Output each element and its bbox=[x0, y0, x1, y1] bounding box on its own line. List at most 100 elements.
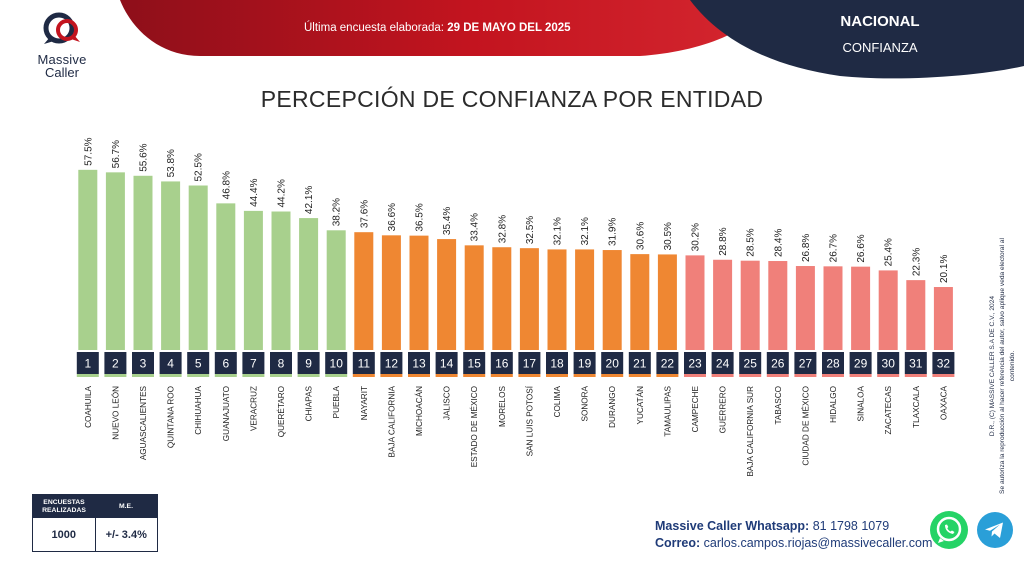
value-label: 53.8% bbox=[166, 149, 177, 177]
rank-color-strip bbox=[104, 374, 127, 377]
value-label: 36.5% bbox=[415, 203, 426, 231]
rank-badge bbox=[463, 352, 486, 374]
rank-badge bbox=[352, 352, 375, 374]
whatsapp-icon[interactable] bbox=[929, 510, 969, 550]
rank-color-strip bbox=[822, 374, 844, 377]
rank-badge bbox=[794, 352, 817, 374]
rank-color-strip bbox=[932, 374, 955, 377]
rank-color-strip bbox=[904, 374, 927, 377]
category-label: PUEBLA bbox=[332, 385, 341, 418]
category-label: TAMAULIPAS bbox=[663, 385, 672, 436]
email-contact: Correo: carlos.campos.riojas@massivecall… bbox=[655, 536, 932, 550]
value-label: 35.4% bbox=[442, 207, 453, 235]
bar bbox=[657, 254, 677, 350]
value-label: 26.7% bbox=[829, 234, 840, 262]
rank-color-strip bbox=[325, 374, 348, 377]
rank-color-strip bbox=[877, 374, 900, 377]
bar bbox=[547, 249, 567, 350]
stats-value-row: 1000 +/- 3.4% bbox=[33, 518, 157, 551]
value-label: 37.6% bbox=[359, 200, 370, 228]
rank-color-strip bbox=[435, 374, 458, 377]
rank-badge bbox=[325, 352, 348, 374]
value-label: 30.2% bbox=[691, 223, 702, 251]
telegram-icon[interactable] bbox=[976, 511, 1014, 549]
rank-label: 27 bbox=[799, 357, 813, 371]
value-label: 44.2% bbox=[277, 179, 288, 207]
red-banner-shape bbox=[120, 0, 760, 56]
rank-badge bbox=[490, 352, 513, 374]
rank-badge bbox=[187, 352, 210, 374]
rank-color-strip bbox=[380, 374, 403, 377]
category-label: BAJA CALIFORNIA SUR bbox=[746, 386, 755, 477]
bar bbox=[492, 247, 512, 350]
margin-value: +/- 3.4% bbox=[105, 528, 147, 541]
rank-color-strip bbox=[490, 374, 513, 377]
rank-color-strip bbox=[242, 374, 265, 377]
category-label: GUERRERO bbox=[719, 386, 728, 433]
bar bbox=[713, 259, 733, 350]
value-label: 44.4% bbox=[249, 178, 260, 206]
rank-color-strip bbox=[711, 374, 734, 377]
topic-label: CONFIANZA bbox=[842, 40, 918, 55]
email-address: carlos.campos.riojas@massivecaller.com bbox=[700, 536, 933, 550]
rank-label: 4 bbox=[167, 357, 174, 371]
rank-label: 3 bbox=[140, 357, 147, 371]
bar bbox=[216, 203, 236, 350]
bar-chart: 57.5% 1 COAHUILA 56.7% 2 NUEVO LEÓN 55.6% 3 AGUA… bbox=[76, 137, 955, 477]
rank-color-strip bbox=[739, 374, 762, 377]
bar bbox=[299, 218, 319, 350]
rank-label: 6 bbox=[222, 357, 229, 371]
rank-label: 21 bbox=[633, 357, 647, 371]
bar bbox=[381, 235, 401, 350]
bar bbox=[133, 175, 153, 350]
value-label: 32.1% bbox=[580, 217, 591, 245]
surveys-header: ENCUESTAS REALIZADAS bbox=[42, 498, 86, 514]
bar bbox=[575, 249, 595, 350]
rank-badge bbox=[297, 352, 320, 374]
bar bbox=[602, 250, 622, 350]
rank-label: 24 bbox=[716, 357, 730, 371]
bar bbox=[437, 239, 457, 350]
value-label: 28.8% bbox=[718, 227, 729, 255]
rank-color-strip bbox=[159, 374, 182, 377]
rank-badge bbox=[104, 352, 127, 374]
value-label: 32.5% bbox=[525, 216, 536, 244]
rank-color-strip bbox=[766, 374, 789, 377]
rank-badge bbox=[601, 352, 624, 374]
brand-name-line1: Massive bbox=[37, 52, 87, 67]
rank-badge bbox=[214, 352, 237, 374]
rank-label: 9 bbox=[305, 357, 312, 371]
whatsapp-number: 81 1798 1079 bbox=[809, 519, 890, 533]
category-label: MORELOS bbox=[498, 385, 507, 426]
header-banner bbox=[120, 0, 1024, 79]
category-label: MICHOACÁN bbox=[414, 386, 424, 436]
rank-color-strip bbox=[297, 374, 320, 377]
rank-badge bbox=[242, 352, 265, 374]
bar bbox=[354, 232, 374, 350]
rank-label: 26 bbox=[771, 357, 785, 371]
category-label: SONORA bbox=[581, 385, 590, 421]
category-label: VERACRUZ bbox=[249, 386, 258, 431]
rank-badge bbox=[711, 352, 734, 374]
rank-label: 13 bbox=[412, 357, 426, 371]
category-label: COLIMA bbox=[553, 385, 562, 417]
rank-color-strip bbox=[270, 374, 292, 377]
value-label: 32.1% bbox=[553, 217, 564, 245]
rank-badge bbox=[628, 352, 651, 374]
copyright-line1: D.R., (C) MASSIVE CALLER S.A DE C.V., 20… bbox=[989, 295, 996, 437]
rank-badge bbox=[684, 352, 706, 374]
last-survey-date: 29 DE MAYO DEL 2025 bbox=[447, 22, 571, 34]
category-label: HIDALGO bbox=[829, 386, 838, 423]
category-label: JALISCO bbox=[443, 386, 452, 420]
bar bbox=[685, 255, 705, 350]
value-label: 25.4% bbox=[884, 238, 895, 266]
rank-badge bbox=[408, 352, 430, 374]
rank-label: 23 bbox=[688, 357, 702, 371]
rank-label: 17 bbox=[523, 357, 537, 371]
category-label: ZACATECAS bbox=[884, 385, 893, 434]
value-label: 26.8% bbox=[801, 234, 812, 262]
rank-label: 19 bbox=[578, 357, 592, 371]
rank-label: 7 bbox=[250, 357, 257, 371]
value-label: 32.8% bbox=[497, 215, 508, 243]
